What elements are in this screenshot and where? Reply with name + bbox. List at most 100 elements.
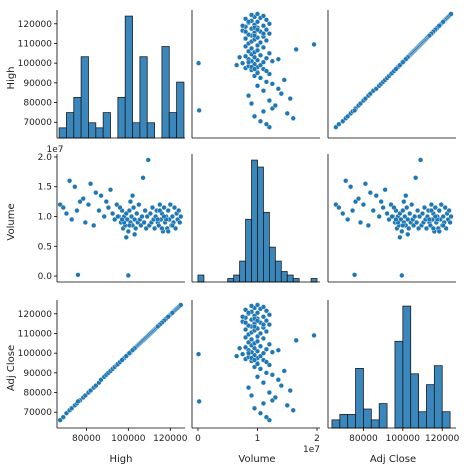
scatter-point: [127, 351, 132, 356]
scatter-point: [403, 193, 408, 198]
scatter-point: [261, 23, 266, 28]
panel-volume-vs-adj-close: [328, 154, 456, 282]
scatter-point: [377, 214, 382, 219]
scatter-point: [264, 38, 269, 43]
scatter-point: [69, 217, 74, 222]
scatter-point: [285, 403, 290, 408]
scatter-point: [345, 217, 350, 222]
scatter-point: [176, 208, 181, 213]
scatter-point: [197, 399, 202, 404]
scatter-point: [270, 350, 275, 355]
scatter-point: [155, 217, 160, 222]
scatter-point: [249, 101, 254, 106]
scatter-point: [258, 411, 263, 416]
panel-high-vs-volume: [192, 10, 320, 138]
scatter-point: [270, 81, 275, 86]
scatter-point: [276, 377, 281, 382]
scatter-point: [273, 103, 278, 108]
scatter-point: [264, 360, 269, 365]
scatter-point: [264, 69, 269, 74]
histogram-bar: [442, 412, 450, 428]
panel-adj-close-vs-volume: 0 1 21e7: [192, 300, 320, 455]
scatter-point: [249, 304, 254, 309]
scatter-point: [404, 205, 409, 210]
scatter-point: [264, 370, 269, 375]
scatter-point: [379, 199, 384, 204]
scatter-point: [126, 273, 131, 278]
scatter-point: [134, 211, 139, 216]
y-axis-label-volume: Volume: [6, 203, 17, 240]
histogram-bar: [66, 113, 73, 138]
scatter-point: [93, 190, 98, 195]
y-tick-label: 70000: [23, 408, 52, 418]
histogram-bar: [162, 47, 169, 138]
scatter-point: [374, 193, 379, 198]
histogram-bar: [74, 97, 81, 138]
scatter-point: [166, 314, 171, 319]
scatter-point: [288, 388, 293, 393]
scatter-point: [255, 362, 260, 367]
scatter-point: [343, 178, 348, 183]
scatter-point: [177, 220, 182, 225]
scatter-point: [128, 199, 133, 204]
scatter-point: [237, 55, 242, 60]
scatter-point: [97, 208, 102, 213]
scatter-point: [429, 202, 434, 207]
scatter-point: [392, 205, 397, 210]
panel-high-vs-high: 700008000090000100000110000120000: [18, 10, 185, 138]
x-tick-label: 120000: [425, 434, 460, 444]
scatter-point: [258, 53, 263, 58]
scatter-point: [126, 229, 131, 234]
scatter-point: [264, 318, 269, 323]
scatter-point: [294, 338, 299, 343]
x-tick-label: 0: [195, 434, 201, 444]
scatter-point: [136, 202, 141, 207]
scatter-point: [279, 383, 284, 388]
scatter-point: [294, 47, 299, 52]
scatter-point: [422, 205, 427, 210]
scatter-point: [104, 199, 109, 204]
scatter-point: [267, 98, 272, 103]
scatter-point: [427, 33, 432, 38]
scatter-point: [264, 27, 269, 32]
scatter-point: [363, 181, 368, 186]
histogram-bar: [103, 113, 110, 138]
scatter-point: [264, 415, 269, 420]
scatter-point: [261, 322, 266, 327]
scatter-point: [448, 220, 453, 225]
y-tick-label: 100000: [18, 59, 53, 69]
scatter-point: [429, 208, 434, 213]
histogram-bar: [133, 123, 140, 138]
scatter-point: [400, 60, 405, 65]
scatter-point: [72, 184, 77, 189]
scatter-point: [249, 13, 254, 18]
scatter-point: [127, 208, 132, 213]
histogram-bar: [88, 123, 95, 138]
histogram-bar: [81, 57, 88, 138]
scatter-point: [449, 214, 454, 219]
x-tick-label: 1: [255, 434, 261, 444]
scatter-point: [162, 205, 167, 210]
scatter-point: [243, 327, 248, 332]
scatter-point: [261, 109, 266, 114]
scatter-point: [237, 346, 242, 351]
scatter-point: [146, 158, 151, 163]
scatter-point: [258, 76, 263, 81]
scatter-point: [258, 119, 263, 124]
histogram-bar: [332, 420, 340, 428]
y-tick-label: 110000: [18, 329, 53, 339]
scatter-point: [270, 59, 275, 64]
scatter-point: [234, 63, 239, 68]
scatter-point: [350, 208, 355, 213]
scatter-point: [431, 226, 436, 231]
x-tick-label: 100000: [111, 434, 146, 444]
scatter-point: [252, 67, 257, 72]
scatter-point: [441, 223, 446, 228]
scatter-point: [255, 339, 260, 344]
scatter-point: [267, 390, 272, 395]
scatter-point: [243, 345, 248, 350]
histogram-bar: [356, 368, 364, 428]
scatter-point: [170, 223, 175, 228]
y-tick-label: 80000: [23, 389, 52, 399]
scatter-point: [261, 336, 266, 341]
